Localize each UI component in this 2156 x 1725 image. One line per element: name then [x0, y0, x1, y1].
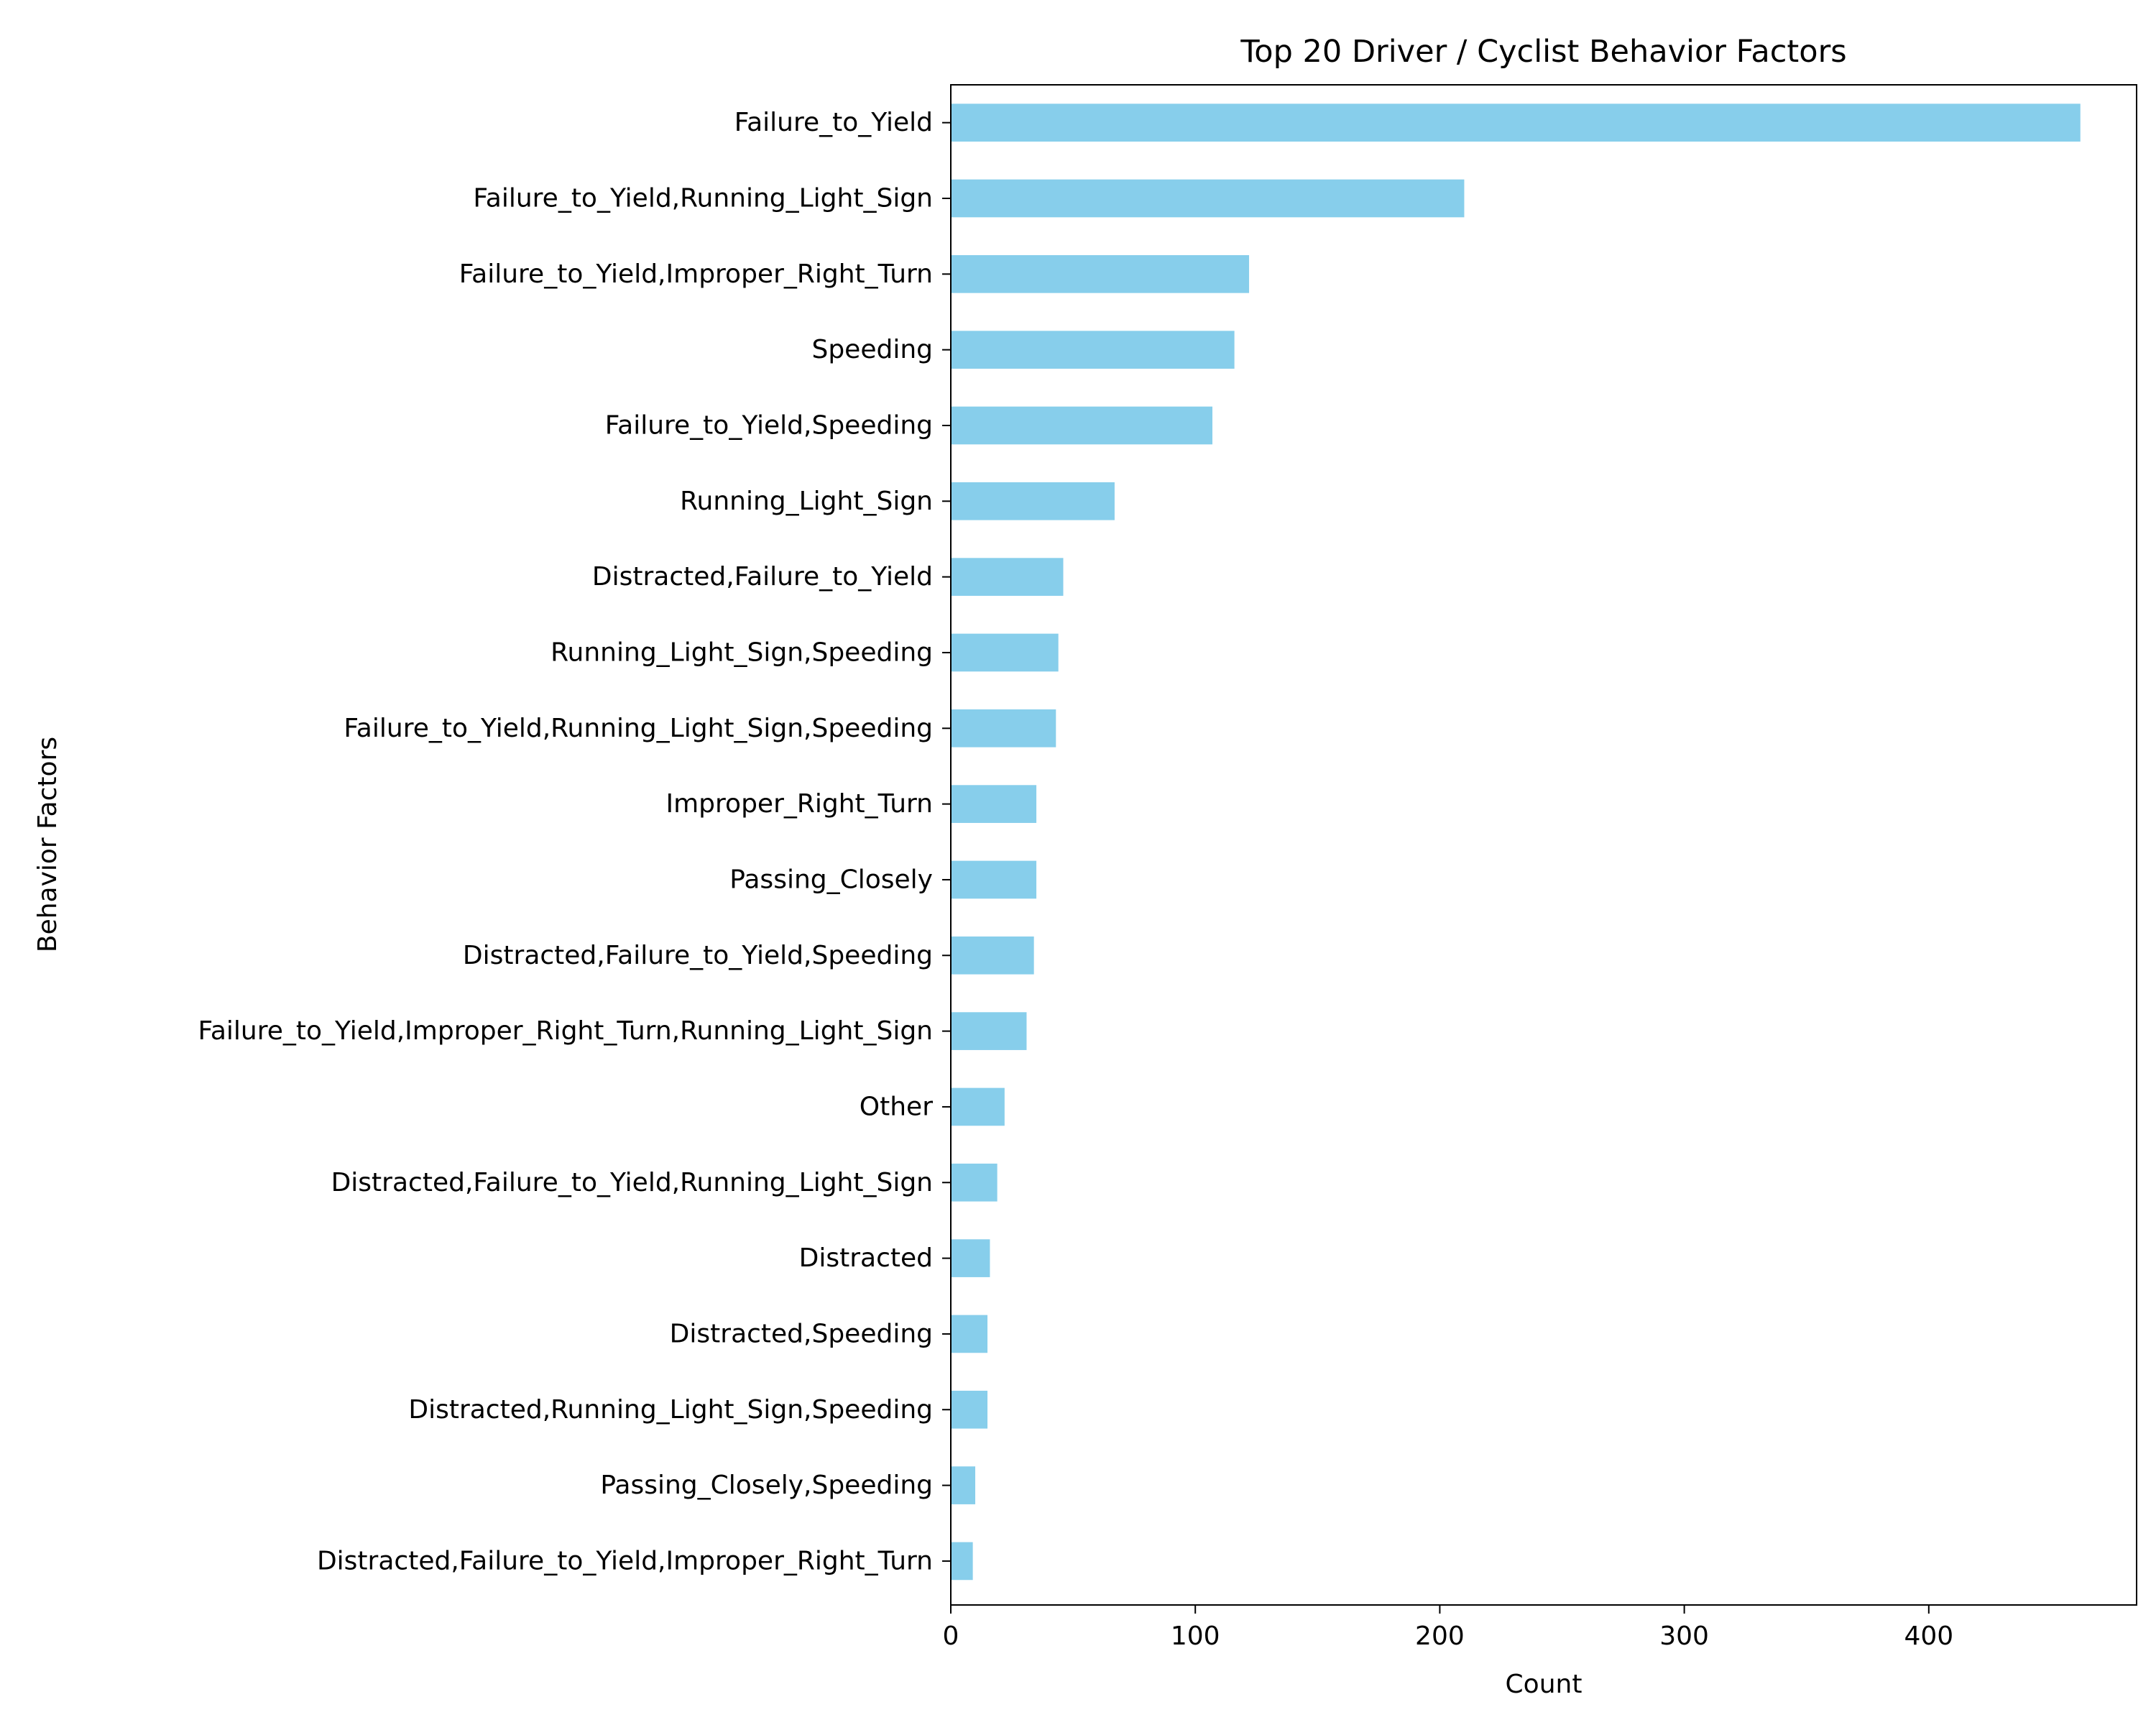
bar: [951, 785, 1037, 823]
x-tick-label: 200: [1415, 1622, 1465, 1651]
bar: [951, 936, 1034, 975]
y-tick-label: Distracted,Running_Light_Sign,Speeding: [408, 1395, 933, 1425]
y-tick-label: Failure_to_Yield,Running_Light_Sign: [473, 183, 933, 213]
chart-title: Top 20 Driver / Cyclist Behavior Factors: [1240, 34, 1846, 70]
y-tick-label: Speeding: [811, 335, 933, 364]
bar: [951, 633, 1059, 672]
x-axis-title: Count: [1506, 1670, 1583, 1699]
x-tick-label: 0: [943, 1622, 959, 1651]
plot-frame: [950, 84, 2137, 1606]
bar: [951, 1542, 973, 1581]
bar: [951, 104, 2081, 142]
y-tick-label: Distracted,Speeding: [670, 1319, 933, 1348]
bar: [951, 1012, 1027, 1050]
bar: [951, 1163, 998, 1202]
bar: [951, 860, 1037, 899]
bar: [951, 1315, 988, 1353]
bar: [951, 1239, 990, 1277]
y-tick-label: Running_Light_Sign,Speeding: [550, 638, 933, 667]
y-axis-ticks: Failure_to_Yield Failure_to_Yield,Running…: [198, 108, 951, 1576]
x-tick-label: 100: [1171, 1622, 1220, 1651]
y-tick-label: Passing_Closely: [729, 865, 933, 894]
bar: [951, 558, 1064, 596]
bar: [951, 482, 1115, 520]
y-tick-label: Distracted,Failure_to_Yield: [592, 562, 933, 592]
y-tick-label: Failure_to_Yield: [734, 108, 933, 137]
y-tick-label: Distracted: [799, 1243, 933, 1273]
y-tick-label: Failure_to_Yield,Speeding: [605, 410, 933, 440]
y-tick-label: Distracted,Failure_to_Yield,Running_Ligh…: [331, 1168, 933, 1197]
y-tick-label: Failure_to_Yield,Running_Light_Sign,Spee…: [344, 714, 933, 743]
y-tick-label: Failure_to_Yield,Improper_Right_Turn,Run…: [198, 1016, 933, 1046]
bar: [951, 254, 1250, 293]
bar: [951, 1466, 976, 1504]
x-tick-label: 400: [1904, 1622, 1953, 1651]
bar: [951, 1087, 1005, 1126]
y-tick-label: Distracted,Failure_to_Yield,Improper_Rig…: [317, 1546, 933, 1576]
y-tick-label: Failure_to_Yield,Improper_Right_Turn: [459, 259, 933, 289]
bars-group: [951, 104, 2081, 1581]
bar: [951, 406, 1213, 445]
y-axis-title: Behavior Factors: [33, 737, 63, 952]
y-tick-label: Passing_Closely,Speeding: [600, 1471, 933, 1500]
bar: [951, 1390, 988, 1429]
y-tick-label: Distracted,Failure_to_Yield,Speeding: [463, 941, 933, 970]
y-tick-label: Other: [860, 1092, 933, 1121]
bar: [951, 179, 1465, 218]
y-tick-label: Improper_Right_Turn: [666, 789, 934, 819]
x-axis-ticks: 0 100 200 300 400: [943, 1605, 1953, 1651]
y-tick-label: Running_Light_Sign: [680, 487, 933, 516]
x-tick-label: 300: [1659, 1622, 1709, 1651]
bar: [951, 331, 1235, 369]
bar: [951, 709, 1056, 748]
